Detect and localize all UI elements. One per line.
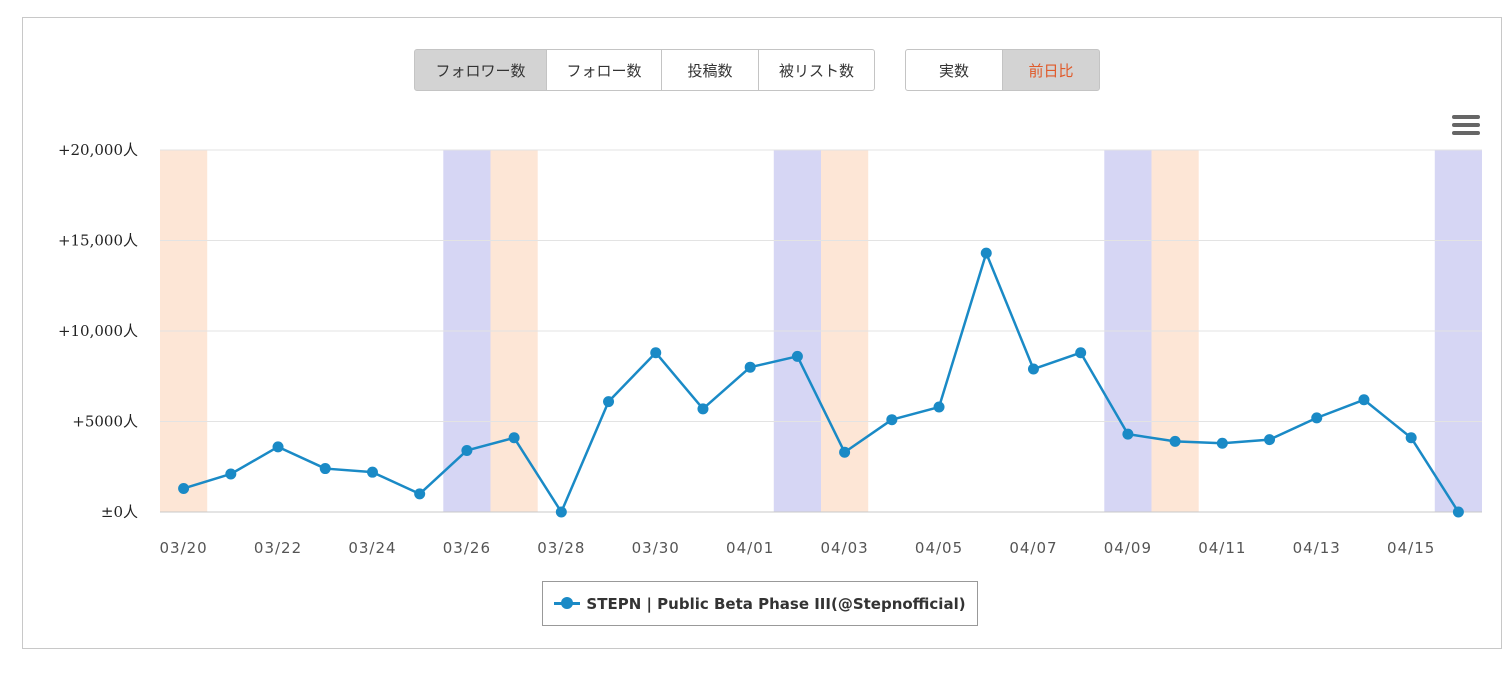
hamburger-menu-icon[interactable]	[1452, 115, 1480, 139]
legend-series-marker-icon	[554, 597, 581, 609]
data-point	[1075, 347, 1087, 359]
data-point	[980, 247, 992, 259]
x-tick-label: 04/09	[1104, 539, 1152, 557]
data-point	[1452, 506, 1464, 518]
data-point	[744, 361, 756, 373]
x-tick-label: 03/26	[443, 539, 491, 557]
data-point	[366, 466, 378, 478]
data-point	[178, 482, 190, 494]
data-point	[1405, 432, 1417, 444]
x-tick-label: 04/03	[820, 539, 868, 557]
metric-button-group: フォロワー数 フォロー数 投稿数 被リスト数	[414, 49, 875, 91]
y-tick-label: +20,000人	[58, 141, 138, 159]
data-point	[1122, 428, 1134, 440]
data-point	[839, 446, 851, 458]
mode-button-group: 実数 前日比	[905, 49, 1100, 91]
data-point	[1264, 434, 1276, 446]
series-line	[183, 251, 1460, 514]
data-point	[1169, 435, 1181, 447]
listed-button[interactable]: 被リスト数	[758, 49, 875, 91]
data-point	[508, 432, 520, 444]
y-tick-label: ±0人	[101, 503, 138, 521]
data-point	[697, 403, 709, 415]
actual-value-button[interactable]: 実数	[905, 49, 1003, 91]
data-point	[1216, 437, 1228, 449]
x-tick-label: 04/11	[1198, 539, 1246, 557]
data-point	[1311, 412, 1323, 424]
data-point	[319, 463, 331, 475]
data-point	[650, 347, 662, 359]
data-point	[225, 468, 237, 480]
data-point	[414, 488, 426, 500]
x-tick-label: 04/13	[1293, 539, 1341, 557]
x-tick-label: 04/05	[915, 539, 963, 557]
legend-series-label: STEPN | Public Beta Phase III(@Stepnoffi…	[586, 594, 966, 613]
data-point	[272, 441, 284, 453]
x-tick-label: 04/07	[1009, 539, 1057, 557]
y-tick-label: +15,000人	[58, 232, 138, 250]
legend[interactable]: STEPN | Public Beta Phase III(@Stepnoffi…	[542, 581, 978, 626]
data-point	[791, 350, 803, 362]
y-tick-label: +10,000人	[58, 322, 138, 340]
data-point	[603, 396, 615, 408]
y-tick-label: +5000人	[72, 413, 138, 431]
data-point	[555, 506, 567, 518]
chart-container	[22, 17, 1502, 649]
data-point	[933, 401, 945, 413]
data-point	[886, 414, 898, 426]
data-point	[461, 444, 473, 456]
x-tick-label: 04/15	[1387, 539, 1435, 557]
x-tick-label: 04/01	[726, 539, 774, 557]
followers-button[interactable]: フォロワー数	[414, 49, 547, 91]
x-tick-label: 03/30	[632, 539, 680, 557]
data-point	[1358, 394, 1370, 406]
x-tick-label: 03/28	[537, 539, 585, 557]
x-tick-label: 03/20	[159, 539, 207, 557]
day-over-day-button[interactable]: 前日比	[1002, 49, 1100, 91]
x-tick-label: 03/22	[254, 539, 302, 557]
x-tick-label: 03/24	[348, 539, 396, 557]
data-point	[1027, 363, 1039, 375]
posts-button[interactable]: 投稿数	[661, 49, 759, 91]
